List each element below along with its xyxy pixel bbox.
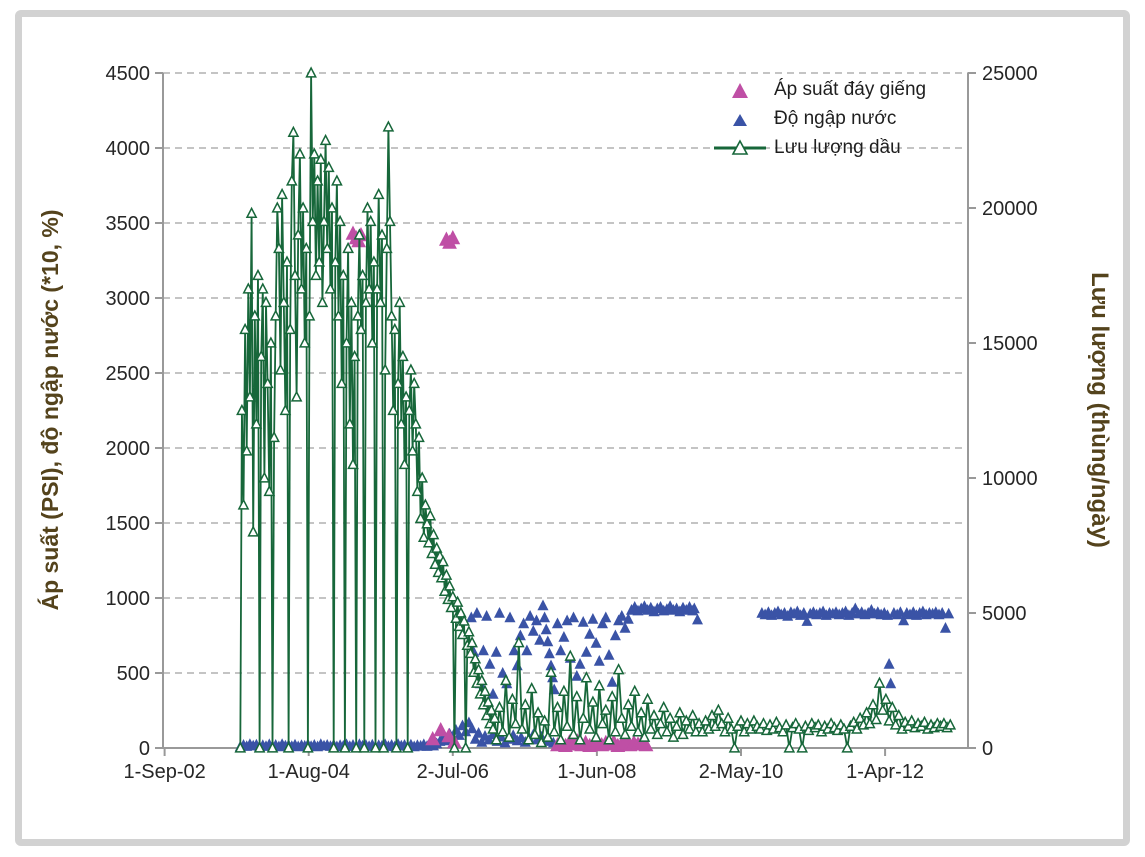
legend-label-oilrate: Lưu lượng dầu (774, 137, 901, 158)
svg-text:4500: 4500 (106, 63, 151, 85)
svg-text:2000: 2000 (106, 438, 151, 460)
y-axis-title-left: Áp suất (PSI), độ ngập nước (*10, %) (37, 209, 63, 611)
svg-text:4000: 4000 (106, 138, 151, 160)
svg-text:0: 0 (139, 738, 150, 760)
svg-text:10000: 10000 (982, 468, 1038, 490)
legend: Áp suất đáy giếng Độ ngập nước Lưu lượng… (712, 78, 926, 160)
svg-text:0: 0 (982, 738, 993, 760)
legend-item-watercut: Độ ngập nước (712, 107, 926, 131)
svg-text:1-Jun-08: 1-Jun-08 (557, 761, 636, 783)
y-axis-title-right: Lưu lượng (thùng/ngày) (1086, 272, 1113, 548)
svg-text:500: 500 (117, 663, 150, 685)
svg-text:1500: 1500 (106, 513, 151, 535)
pressure-triangle-icon (732, 83, 748, 98)
svg-text:2-May-10: 2-May-10 (699, 761, 783, 783)
watercut-triangle-icon (733, 114, 747, 126)
svg-text:1-Apr-12: 1-Apr-12 (846, 761, 924, 783)
svg-text:5000: 5000 (982, 603, 1027, 625)
legend-item-pressure: Áp suất đáy giếng (712, 78, 926, 102)
legend-label-watercut: Độ ngập nước (774, 108, 897, 129)
legend-item-oilrate: Lưu lượng dầu (712, 136, 926, 160)
svg-text:1000: 1000 (106, 588, 151, 610)
svg-text:20000: 20000 (982, 198, 1038, 220)
svg-text:15000: 15000 (982, 333, 1038, 355)
svg-text:3500: 3500 (106, 213, 151, 235)
svg-text:1-Aug-04: 1-Aug-04 (268, 761, 350, 783)
oilrate-line-triangle-icon (714, 139, 766, 155)
svg-text:25000: 25000 (982, 63, 1038, 85)
svg-text:1-Sep-02: 1-Sep-02 (123, 761, 205, 783)
svg-text:2500: 2500 (106, 363, 151, 385)
svg-text:3000: 3000 (106, 288, 151, 310)
svg-text:2-Jul-06: 2-Jul-06 (417, 761, 489, 783)
legend-label-pressure: Áp suất đáy giếng (774, 79, 927, 100)
